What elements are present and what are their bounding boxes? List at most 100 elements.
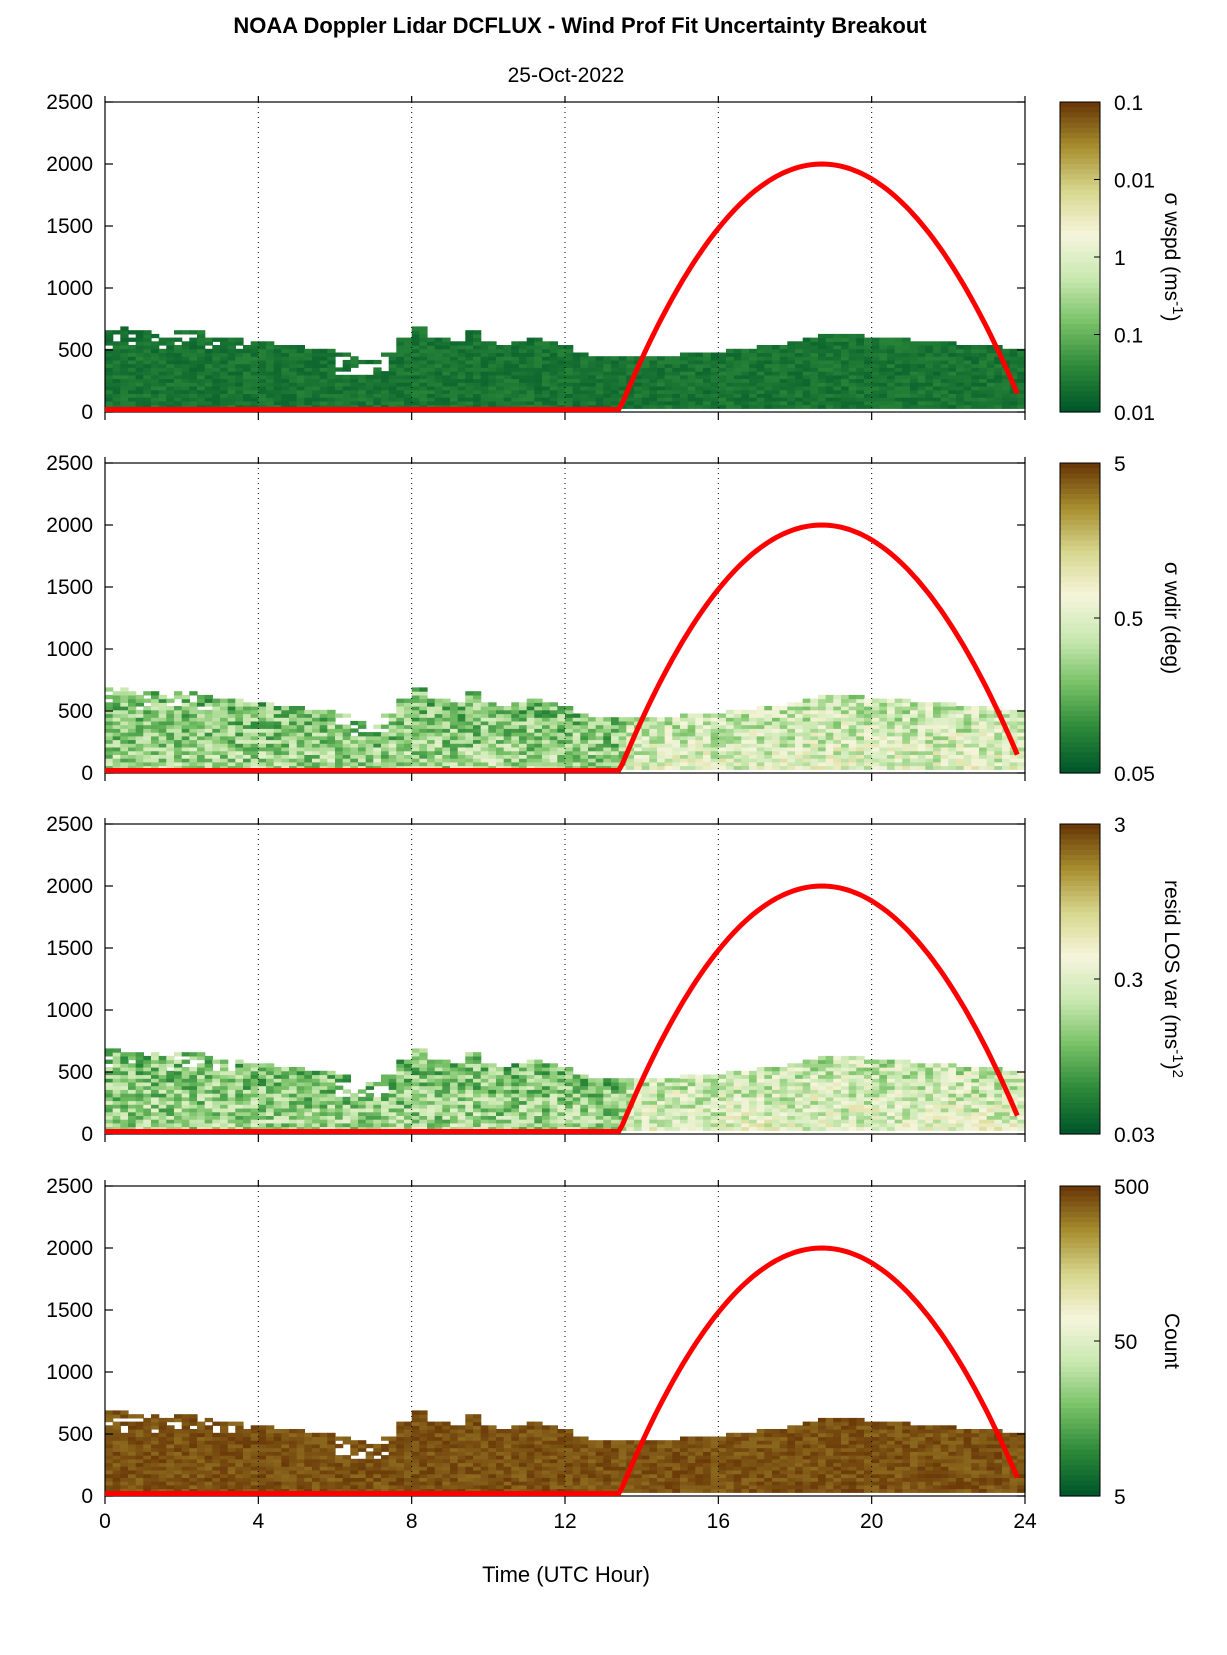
heatmap-cell	[204, 732, 213, 737]
heatmap-cell	[718, 389, 727, 394]
heatmap-cell	[580, 758, 589, 763]
heatmap-cell	[220, 1093, 229, 1098]
colorbar-label: σ wspd (ms-1)	[1160, 193, 1186, 322]
heatmap-cell	[503, 371, 512, 376]
heatmap-cell	[404, 345, 413, 350]
heatmap-cell	[795, 386, 804, 391]
heatmap-cell	[549, 750, 558, 755]
heatmap-cell	[825, 341, 834, 346]
heatmap-cell	[105, 1048, 114, 1053]
heatmap-cell	[434, 750, 443, 755]
heatmap-cell	[266, 758, 275, 763]
heatmap-cell	[235, 404, 244, 409]
heatmap-cell	[419, 687, 428, 692]
colorbar-step	[1060, 375, 1100, 382]
heatmap-cell	[473, 400, 482, 406]
heatmap-cell	[434, 382, 443, 387]
heatmap-cell	[825, 382, 834, 387]
heatmap-cell	[419, 356, 428, 361]
heatmap-cell	[1009, 400, 1018, 406]
heatmap-cell	[787, 389, 796, 394]
heatmap-cell	[710, 765, 719, 770]
heatmap-cell	[457, 378, 466, 383]
heatmap-cell	[910, 750, 919, 755]
heatmap-cell	[388, 397, 397, 402]
heatmap-cell	[611, 374, 620, 380]
heatmap-cell	[810, 348, 819, 354]
heatmap-cell	[327, 1126, 336, 1131]
heatmap-cell	[542, 724, 551, 729]
heatmap-cell	[534, 765, 543, 770]
heatmap-cell	[565, 363, 574, 368]
heatmap-cell	[864, 363, 873, 368]
heatmap-cell	[235, 374, 244, 380]
heatmap-cell	[358, 735, 367, 741]
colorbar-step	[1060, 757, 1100, 764]
heatmap-cell	[419, 359, 428, 365]
heatmap-cell	[871, 374, 880, 380]
heatmap-cell	[189, 404, 198, 409]
heatmap-cell	[181, 1100, 190, 1105]
heatmap-cell	[442, 750, 451, 755]
heatmap-cell	[350, 374, 359, 380]
heatmap-cell	[166, 374, 175, 380]
heatmap-cell	[335, 400, 344, 406]
heatmap-cell	[925, 359, 934, 365]
heatmap-cell	[350, 739, 359, 744]
heatmap-cell	[388, 747, 397, 752]
heatmap-cell	[289, 367, 298, 372]
heatmap-cell	[641, 732, 650, 737]
heatmap-cell	[450, 374, 459, 380]
heatmap-cell	[695, 713, 704, 718]
heatmap-cell	[634, 735, 643, 741]
heatmap-cell	[848, 371, 857, 376]
heatmap-cell	[227, 1115, 236, 1120]
heatmap-cell	[687, 728, 696, 733]
heatmap-cell	[680, 713, 689, 718]
heatmap-cell	[266, 367, 275, 372]
heatmap-cell	[848, 367, 857, 372]
heatmap-cell	[503, 363, 512, 368]
heatmap-cell	[825, 374, 834, 380]
heatmap-cell	[120, 1126, 129, 1131]
heatmap-cell	[304, 393, 313, 398]
heatmap-cell	[273, 754, 282, 759]
heatmap-cell	[135, 717, 144, 722]
heatmap-cell	[143, 732, 152, 737]
heatmap-cell	[151, 754, 160, 759]
heatmap-cell	[197, 1078, 206, 1083]
heatmap-cell	[718, 374, 727, 380]
heatmap-cell	[480, 706, 489, 711]
heatmap-cell	[749, 709, 758, 715]
heatmap-cell	[825, 348, 834, 354]
heatmap-cell	[971, 732, 980, 737]
heatmap-cell	[181, 400, 190, 406]
heatmap-cell	[158, 389, 167, 394]
heatmap-cell	[189, 765, 198, 770]
heatmap-cell	[664, 724, 673, 729]
heatmap-cell	[519, 371, 528, 376]
heatmap-cell	[158, 747, 167, 752]
heatmap-cell	[166, 404, 175, 409]
heatmap-cell	[442, 382, 451, 387]
heatmap-cell	[473, 747, 482, 752]
heatmap-cell	[986, 739, 995, 744]
heatmap-cell	[657, 758, 666, 763]
heatmap-cell	[388, 761, 397, 767]
heatmap-cell	[112, 1115, 121, 1120]
colorbar-step	[1060, 344, 1100, 351]
heatmap-cell	[419, 724, 428, 729]
heatmap-cell	[787, 382, 796, 387]
heatmap-cell	[258, 720, 267, 726]
heatmap-cell	[902, 754, 911, 759]
heatmap-cell	[296, 754, 305, 759]
heatmap-cell	[611, 371, 620, 376]
heatmap-cell	[848, 739, 857, 744]
heatmap-cell	[465, 694, 474, 700]
heatmap-cell	[112, 404, 121, 409]
heatmap-cell	[879, 765, 888, 770]
heatmap-cell	[626, 356, 635, 361]
heatmap-cell	[986, 706, 995, 711]
heatmap-cell	[388, 739, 397, 744]
heatmap-cell	[419, 735, 428, 741]
